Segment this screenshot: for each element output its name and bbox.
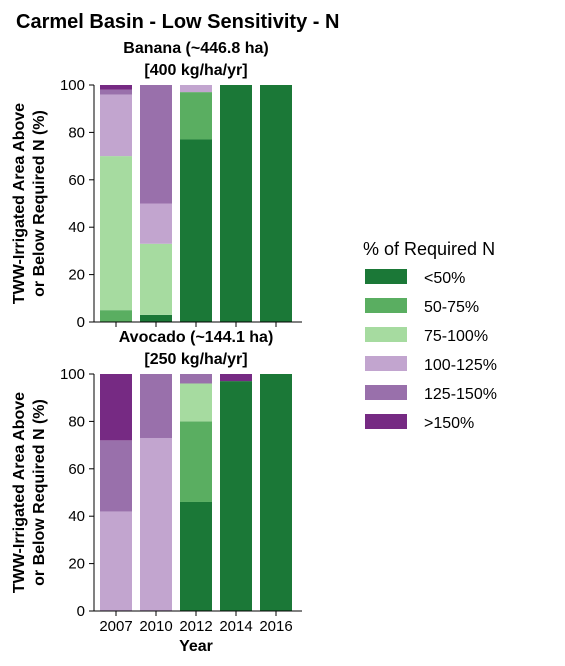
legend-swatch (365, 385, 407, 400)
legend-label: <50% (424, 270, 465, 287)
bar-segment (180, 501, 212, 611)
figure-title: Carmel Basin - Low Sensitivity - N (16, 11, 339, 33)
bar-segment (100, 511, 132, 611)
bar-segment (180, 139, 212, 322)
bar-segment (140, 437, 172, 611)
bar-segment (140, 374, 172, 438)
bar-segment (180, 374, 212, 384)
legend-swatch (365, 327, 407, 342)
bar-segment (180, 421, 212, 502)
legend-swatch (365, 356, 407, 371)
bar-segment (140, 203, 172, 244)
chart-title-line: Banana (~446.8 ha) (123, 40, 268, 57)
bar-segment (140, 243, 172, 315)
chart-title-line: [250 kg/ha/yr] (144, 351, 247, 368)
y-tick-label: 60 (68, 461, 85, 478)
y-tick-label: 80 (68, 413, 85, 430)
bar-segment (100, 89, 132, 95)
bar-segment (220, 381, 252, 611)
chart-panel-1: Banana (~446.8 ha) [400 kg/ha/yr] 0 20 40 60 8… (11, 40, 302, 331)
y-tick-label: 100 (60, 366, 85, 383)
bar-segment (260, 374, 292, 611)
bar-segment (260, 85, 292, 322)
legend-label: 75-100% (424, 328, 488, 345)
bar-segment (100, 94, 132, 157)
y-tick-label: 20 (68, 556, 85, 573)
chart-panels: Banana (~446.8 ha) [400 kg/ha/yr] 0 20 40 60 8… (11, 40, 302, 655)
legend-swatch (365, 298, 407, 313)
bar-segment (220, 85, 252, 322)
bar-segment (100, 156, 132, 311)
x-tick-label: 2007 (99, 618, 132, 635)
bar-segment (140, 314, 172, 322)
y-axis-label-line: or Below Required N (%) (31, 110, 48, 297)
y-tick-label: 60 (68, 172, 85, 189)
y-tick-label: 40 (68, 219, 85, 236)
legend-swatch (365, 414, 407, 429)
bar-segment (180, 92, 212, 140)
y-axis-label-line: TWW-Irrigated Area Above (11, 103, 28, 304)
legend-label: 125-150% (424, 386, 497, 403)
x-tick-label: 2014 (219, 618, 252, 635)
bar-segment (180, 85, 212, 93)
y-tick-label: 80 (68, 124, 85, 141)
chart-title-line: Avocado (~144.1 ha) (119, 329, 274, 346)
x-tick-label: 2010 (139, 618, 172, 635)
y-tick-label: 40 (68, 508, 85, 525)
bar-segment (140, 85, 172, 204)
y-axis-label-line: TWW-Irrigated Area Above (11, 392, 28, 593)
bar-segment (220, 374, 252, 382)
legend-label: 100-125% (424, 357, 497, 374)
legend-swatch (365, 269, 407, 284)
legend-label: 50-75% (424, 299, 479, 316)
y-axis-label-line: or Below Required N (%) (31, 399, 48, 586)
y-tick-label: 0 (77, 314, 85, 331)
chart-panel-2: Avocado (~144.1 ha) [250 kg/ha/yr] 0 20 40 60… (11, 329, 302, 655)
chart-title-line: [400 kg/ha/yr] (144, 62, 247, 79)
bar-segment (100, 85, 132, 90)
y-tick-label: 100 (60, 77, 85, 94)
y-tick-label: 20 (68, 267, 85, 284)
x-tick-label: 2012 (179, 618, 212, 635)
legend: % of Required N <50% 50-75% 75-100% 100-125%… (363, 239, 497, 432)
y-tick-label: 0 (77, 603, 85, 620)
bar-segment (180, 383, 212, 422)
bar-segment (100, 374, 132, 441)
bar-segment (100, 310, 132, 322)
legend-title: % of Required N (363, 239, 495, 259)
legend-label: >150% (424, 415, 474, 432)
x-tick-label: 2016 (259, 618, 292, 635)
bar-segment (100, 440, 132, 512)
x-axis-label: Year (179, 638, 213, 655)
